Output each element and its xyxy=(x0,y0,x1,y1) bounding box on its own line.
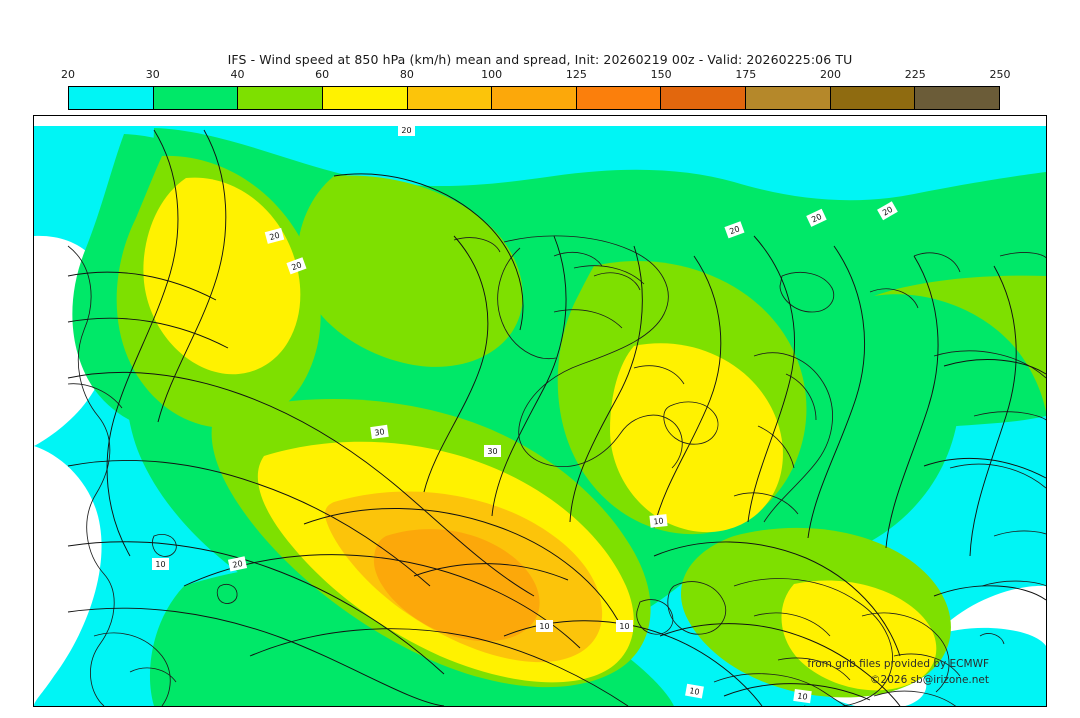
contour-label: 20 xyxy=(232,559,244,570)
colorbar-tick: 125 xyxy=(565,68,587,81)
contour-label: 20 xyxy=(728,224,741,236)
colorbar-segment xyxy=(746,87,831,109)
contour-label: 10 xyxy=(653,516,664,526)
filled-contour-field xyxy=(34,126,1046,706)
contour-label: 20 xyxy=(810,212,823,224)
contour-label: 30 xyxy=(374,427,385,437)
coastline-layer xyxy=(67,235,1046,706)
colorbar-tick: 250 xyxy=(989,68,1011,81)
page-title: IFS - Wind speed at 850 hPa (km/h) mean … xyxy=(227,52,853,67)
colorbar-segment xyxy=(69,87,154,109)
colorbar-tick: 40 xyxy=(230,68,245,81)
contour-label: 20 xyxy=(269,231,281,242)
colorbar-segment xyxy=(661,87,747,109)
colorbar-segment xyxy=(915,87,1000,109)
colorbar-tick: 150 xyxy=(650,68,672,81)
colorbar-tick: 175 xyxy=(735,68,757,81)
contour-label: 10 xyxy=(539,622,549,631)
contour-label: 10 xyxy=(619,622,629,631)
colorbar-tick: 200 xyxy=(820,68,842,81)
colorbar-segment xyxy=(238,87,323,109)
map-panel[interactable]: 10 20 30 30 xyxy=(33,115,1047,707)
contour-label: 10 xyxy=(155,560,165,569)
colorbar-tick: 20 xyxy=(61,68,75,81)
colorbar-tick: 80 xyxy=(399,68,414,81)
contour-label: 20 xyxy=(290,260,303,272)
colorbar-tick: 60 xyxy=(315,68,330,81)
contour-label: 10 xyxy=(797,691,808,701)
colorbar-tick-labels: 20 30 40 60 80 100 125 150 175 200 225 250 xyxy=(61,68,1011,84)
colorbar-segments xyxy=(68,86,1000,110)
colorbar-segment xyxy=(492,87,577,109)
contour-label: 20 xyxy=(401,126,411,135)
map-canvas[interactable]: 10 20 30 30 xyxy=(34,116,1046,706)
contour-label: 30 xyxy=(487,447,497,456)
colorbar-segment xyxy=(576,87,662,109)
colorbar-segment xyxy=(153,87,239,109)
contour-label: 20 xyxy=(881,205,894,218)
colorbar-tick: 30 xyxy=(145,68,160,81)
colorbar-tick: 225 xyxy=(904,68,926,81)
colorbar-segment xyxy=(407,87,493,109)
contour-label: 10 xyxy=(689,686,701,697)
colorbar-tick: 100 xyxy=(481,68,503,81)
spread-contour-layer xyxy=(67,129,1046,706)
colorbar xyxy=(68,86,1000,110)
contour-label-group: 10 20 30 30 xyxy=(152,124,898,704)
colorbar-segment xyxy=(322,87,408,109)
colorbar-segment xyxy=(830,87,916,109)
